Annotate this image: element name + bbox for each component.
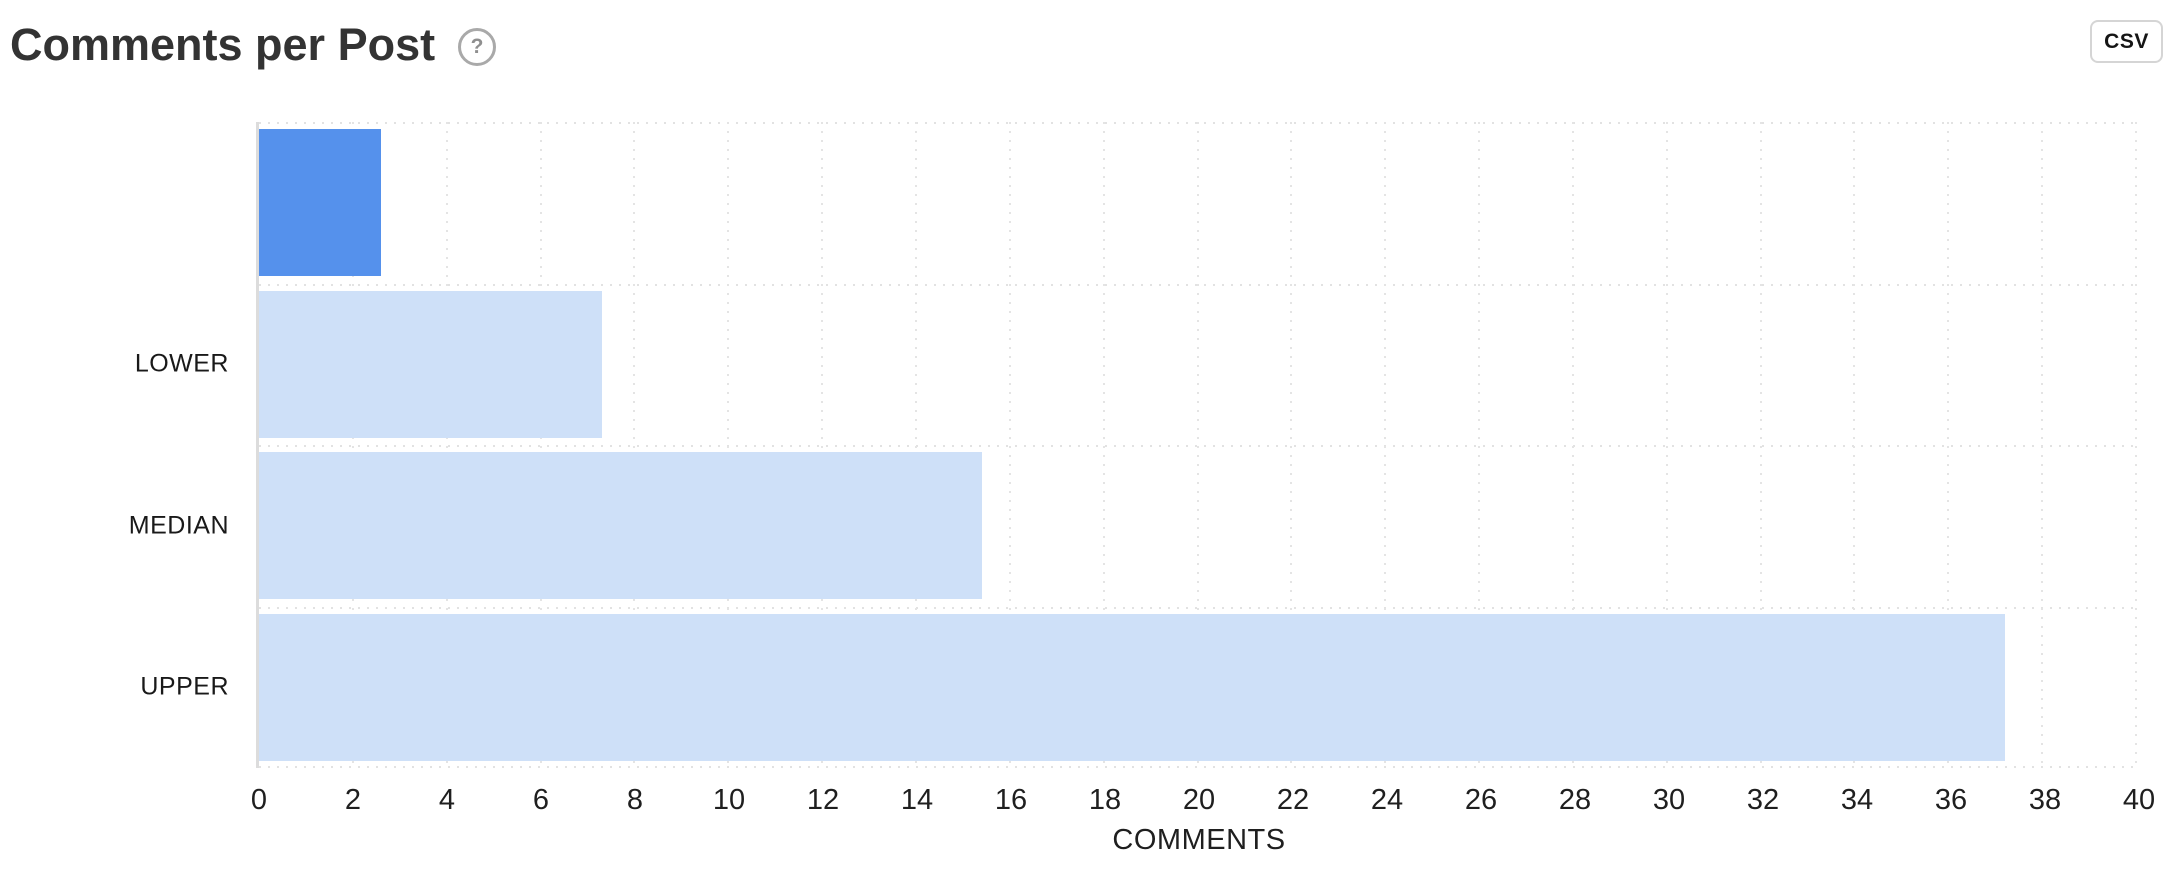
category-label-upper: UPPER (140, 672, 229, 701)
gridline-vertical (1384, 122, 1387, 768)
bar-upper[interactable] (259, 613, 2005, 761)
bar-value[interactable] (259, 129, 381, 277)
gridline-vertical (633, 122, 636, 768)
x-tick-label: 8 (626, 784, 644, 816)
x-tick-label: 26 (1464, 784, 1498, 816)
category-label-median: MEDIAN (128, 511, 229, 540)
y-axis-line (256, 122, 259, 768)
x-tick-label: 30 (1652, 784, 1686, 816)
x-tick-label: 38 (2028, 784, 2062, 816)
y-axis-labels: LOWER MEDIAN UPPER (0, 122, 229, 768)
gridline-vertical (539, 122, 542, 768)
x-tick-label: 2 (344, 784, 362, 816)
page-title: Comments per Post (10, 19, 436, 70)
x-tick-label: 32 (1746, 784, 1780, 816)
gridline-vertical (445, 122, 448, 768)
x-tick-label: 24 (1370, 784, 1404, 816)
bar-lower[interactable] (259, 290, 602, 438)
x-tick-label: 36 (1934, 784, 1968, 816)
gridline-vertical (1102, 122, 1105, 768)
gridline-vertical (1759, 122, 1762, 768)
gridline-vertical (1290, 122, 1293, 768)
gridline-vertical (1665, 122, 1668, 768)
x-tick-label: 10 (712, 784, 746, 816)
gridline-vertical (1478, 122, 1481, 768)
x-tick-label: 20 (1182, 784, 1216, 816)
gridline-vertical (727, 122, 730, 768)
bar-median[interactable] (259, 452, 982, 600)
gridline-vertical (1008, 122, 1011, 768)
x-tick-label: 12 (806, 784, 840, 816)
x-tick-label: 18 (1088, 784, 1122, 816)
x-tick-label: 0 (250, 784, 268, 816)
x-tick-label: 4 (438, 784, 456, 816)
gridline-vertical (351, 122, 354, 768)
x-tick-label: 14 (900, 784, 934, 816)
x-axis-ticks: 0 2 4 6 8 10 12 14 16 18 20 22 24 26 28 30 32 34 36 38 40 (251, 784, 2155, 824)
gridline-vertical (1947, 122, 1950, 768)
plot-area (256, 122, 2137, 768)
gridline-vertical (914, 122, 917, 768)
gridline-vertical (1853, 122, 1856, 768)
gridline-vertical (1571, 122, 1574, 768)
x-tick-label: 28 (1558, 784, 1592, 816)
gridline-vertical (821, 122, 824, 768)
gridline-vertical (2041, 122, 2044, 768)
gridline-vertical (1196, 122, 1199, 768)
x-tick-label: 22 (1276, 784, 1310, 816)
gridline-vertical (2135, 122, 2137, 768)
category-label-lower: LOWER (134, 349, 229, 378)
x-tick-label: 6 (532, 784, 550, 816)
x-tick-label: 16 (994, 784, 1028, 816)
help-icon[interactable]: ? (458, 28, 496, 66)
x-tick-label: 34 (1840, 784, 1874, 816)
csv-export-button[interactable]: CSV (2090, 20, 2163, 63)
x-tick-label: 40 (2122, 784, 2156, 816)
x-axis-title: COMMENTS (1112, 824, 1286, 856)
